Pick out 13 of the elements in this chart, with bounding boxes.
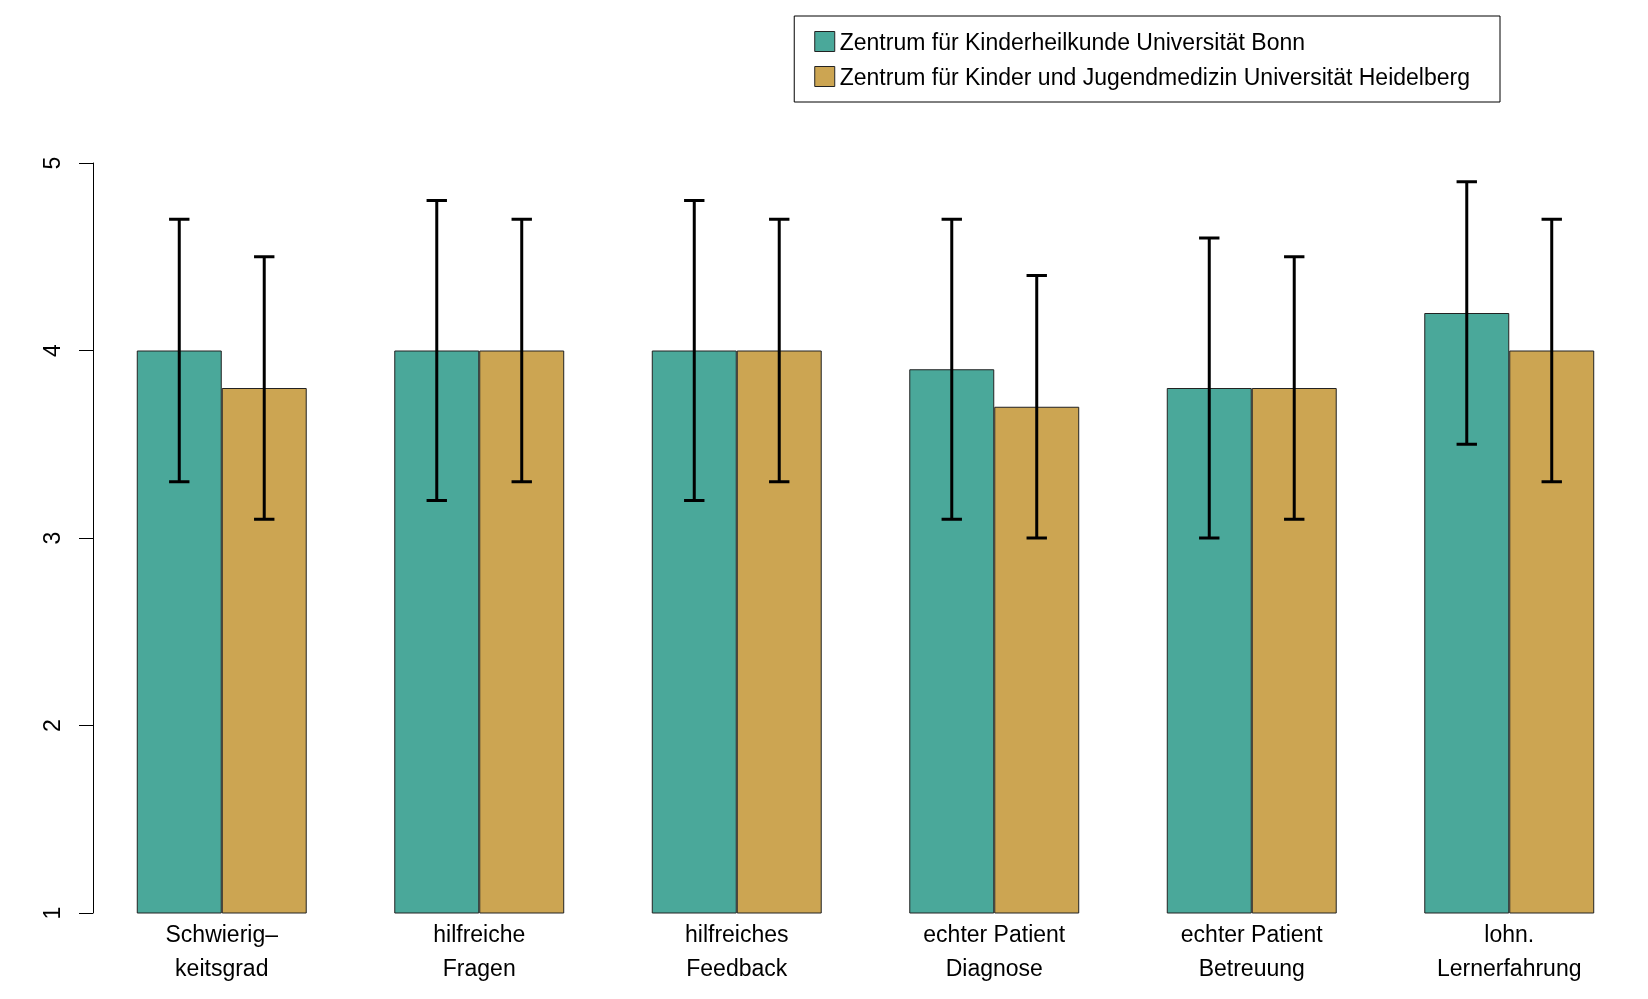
x-tick-label: Schwierig– keitsgrad [165,921,279,981]
x-tick-label: lohn. Lernerfahrung [1437,921,1582,981]
y-tick-label: 5 [38,156,65,170]
y-tick-label: 2 [38,719,65,732]
legend-label: Zentrum für Kinder und Jugendmedizin Universität Heidelberg [839,63,1470,90]
x-tick-label: hilfreiches Feedback [684,921,789,981]
y-tick-label: 1 [38,906,65,920]
x-tick-label: hilfreiche Fragen [433,921,526,981]
legend-label: Zentrum für Kinderheilkunde Universität Bonn [839,28,1306,55]
x-tick-label: echter Patient Betreuung [1180,921,1324,981]
y-tick-label: 3 [38,531,65,545]
y-tick-label: 4 [38,343,65,357]
x-tick-label: echter Patient Diagnose [923,921,1066,981]
